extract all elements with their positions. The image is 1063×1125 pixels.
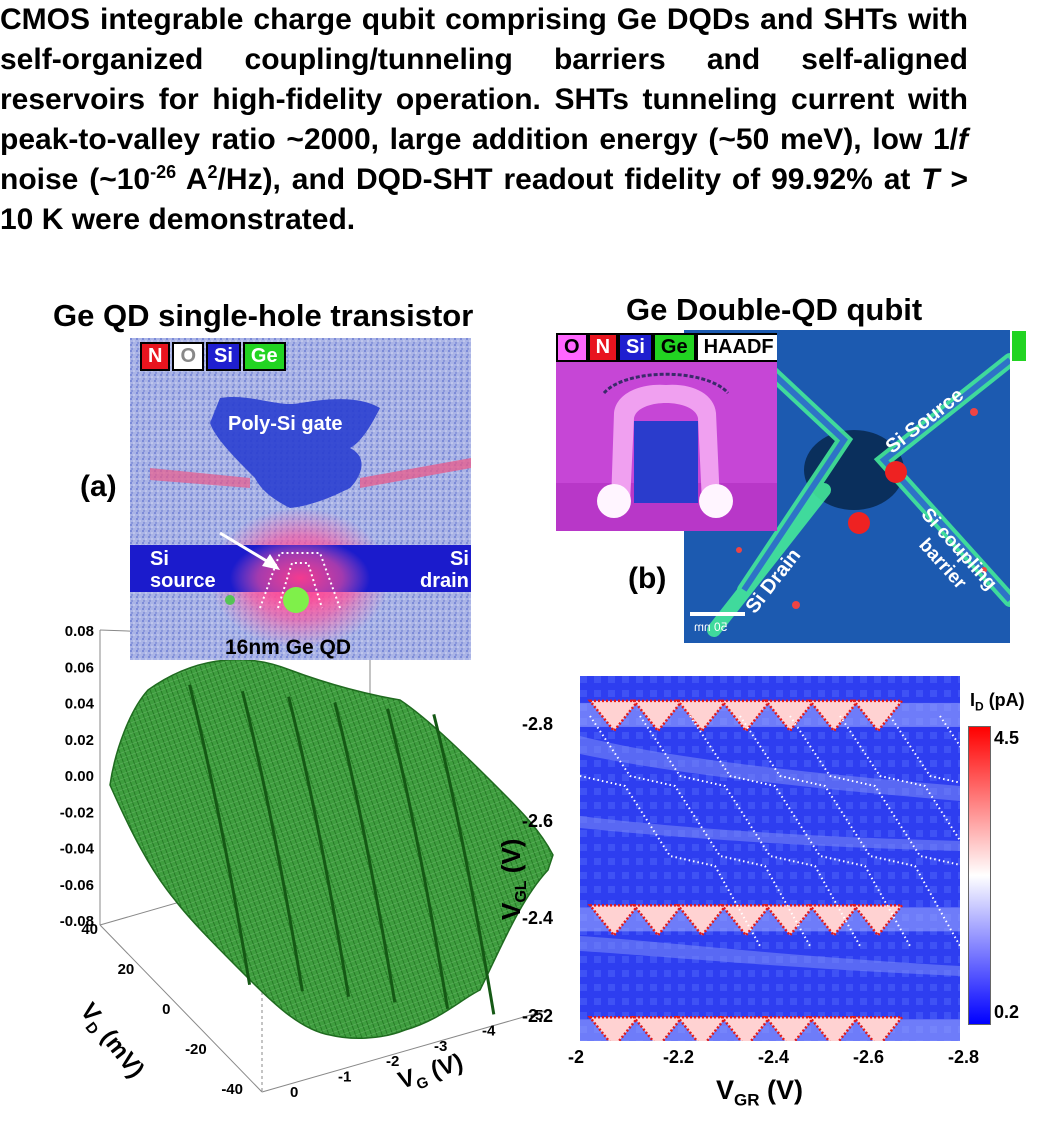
vgl-tick-label: -2.6	[522, 811, 554, 831]
legend-a-n: N	[140, 342, 171, 371]
bias-triangle	[719, 1016, 773, 1041]
vd-tick-label: -20	[185, 1041, 207, 1058]
coulomb-peak-ridge	[432, 714, 496, 1015]
vg-tick-label: -4	[482, 1022, 496, 1039]
colorbar-min: 0.2	[994, 1002, 1020, 1022]
bias-triangle	[807, 904, 861, 938]
vgr-tick-label: -2.6	[853, 1047, 885, 1067]
vgr-axis-label: VGR (V)	[716, 1075, 804, 1110]
bias-triangle	[587, 904, 641, 938]
vg-tick-label: -3	[434, 1038, 447, 1055]
vgr-tick-label: -2.4	[758, 1047, 790, 1067]
bias-triangle	[851, 699, 905, 733]
surface-mesh	[109, 658, 554, 1040]
tem-map-a	[130, 338, 471, 660]
vgl-tick-label: -2.2	[522, 1005, 554, 1026]
coulomb-ridges	[188, 684, 496, 1015]
z-tick-label: -0.04	[60, 841, 95, 858]
legend-a: N O Si Ge	[140, 342, 288, 371]
legend-b-n: N	[587, 333, 619, 362]
panel-b-title: Ge Double-QD qubit	[626, 292, 923, 327]
tem-image-a: N O Si Ge Poly-Si gate Si source Si drain 16n…	[130, 338, 471, 660]
panel-a-label: (a)	[80, 470, 117, 503]
vg-tick-label: -5	[530, 1007, 543, 1024]
z-tick-label: 0.08	[65, 623, 94, 640]
vgl-tick-label: -2.4	[522, 908, 554, 929]
z-tick-label: -0.06	[60, 877, 94, 894]
legend-a-o: O	[172, 342, 205, 371]
z-axis: 0.08 0.06 0.04 0.02 0.00 -0.02 -0.04 -0.06 -0.08	[60, 623, 95, 930]
vd-tick-label: 0	[162, 1001, 170, 1018]
bias-triangle	[851, 1016, 905, 1041]
heatmap-plot	[580, 676, 960, 1041]
legend-a-si: Si	[206, 342, 241, 371]
z-tick-label: -0.08	[60, 913, 94, 930]
vd-tick-label: 40	[81, 921, 98, 938]
vgl-tick-label: -2.8	[522, 713, 554, 734]
bias-triangle	[675, 1016, 729, 1041]
bias-triangle	[719, 699, 773, 733]
bias-triangle	[675, 699, 729, 733]
bias-triangle	[807, 1016, 861, 1041]
bias-triangle	[719, 904, 773, 938]
abstract-text: CMOS integrable charge qubit comprising …	[0, 3, 968, 236]
surface-plot: 0.08 0.06 0.04 0.02 0.00 -0.02 -0.04 -0.06 -0.08…	[60, 623, 554, 1101]
bias-triangle	[763, 904, 817, 938]
coulomb-peak-ridge	[240, 690, 304, 992]
z-tick-label: 0.06	[65, 659, 94, 676]
legend-b-ge: Ge	[652, 333, 696, 362]
colorbar-max: 4.5	[994, 728, 1020, 748]
bias-triangle	[631, 699, 685, 733]
bias-triangle	[631, 904, 685, 938]
qd-label: 16nm Ge QD	[225, 636, 352, 659]
bias-triangle	[675, 904, 729, 938]
z-tick-label: 0.00	[65, 768, 94, 785]
coulomb-peak-ridge	[333, 702, 397, 1003]
colorbar-label: ID (pA)	[970, 690, 1025, 714]
vgr-tick-label: -2	[568, 1047, 585, 1067]
bias-triangle	[587, 699, 641, 733]
vg-tick-label: -1	[338, 1069, 351, 1086]
vd-tick-label: -40	[221, 1081, 243, 1098]
legend-b-si: Si	[618, 333, 653, 362]
vd-tick-label: 20	[118, 961, 135, 978]
legend-b: O N Si Ge HAADF	[556, 333, 777, 362]
bias-triangle	[763, 699, 817, 733]
vgl-axis-label: VGL (V)	[496, 838, 531, 920]
coulomb-peak-ridge	[188, 684, 252, 986]
tem-inset-b: O N Si Ge HAADF	[556, 333, 777, 531]
bias-triangle	[851, 904, 905, 938]
bias-triangle	[587, 1016, 641, 1041]
vgr-tick-label: -2.2	[663, 1047, 695, 1067]
heatmap-frame	[580, 676, 960, 1041]
coulomb-peak-ridge	[287, 696, 351, 998]
vg-tick-label: 0	[290, 1084, 298, 1101]
bias-triangle	[763, 1016, 817, 1041]
z-tick-label: 0.02	[65, 732, 94, 749]
vg-tick-label: -2	[386, 1053, 399, 1070]
inset-map-b	[556, 333, 777, 531]
legend-b-o: O	[556, 333, 588, 362]
panel-a-title: Ge QD single-hole transistor	[53, 298, 474, 333]
poly-gate-label: Poly-Si gate	[228, 413, 343, 435]
bias-triangle	[631, 1016, 685, 1041]
vg-axis: 0 -1 -2 -3 -4 -5	[290, 1007, 543, 1101]
colorbar	[968, 726, 991, 1025]
z-tick-label: -0.02	[60, 804, 94, 821]
legend-b-haadf: HAADF	[695, 333, 777, 362]
scale-bar-label: 50 nm	[694, 620, 728, 634]
z-tick-label: 0.04	[65, 696, 95, 713]
legend-b-corner-marker	[1012, 331, 1026, 361]
legend-a-ge: Ge	[242, 342, 286, 371]
bias-triangle	[807, 699, 861, 733]
coulomb-peak-ridge	[386, 708, 450, 1010]
si-source-label: Si source	[150, 548, 216, 592]
vd-axis: 40 20 0 -20 -40	[81, 921, 243, 1098]
high-current-rows	[580, 699, 960, 1041]
panel-b-label: (b)	[628, 562, 667, 595]
si-drain-label: Si drain	[420, 548, 469, 592]
vgr-tick-label: -2.8	[948, 1047, 980, 1067]
